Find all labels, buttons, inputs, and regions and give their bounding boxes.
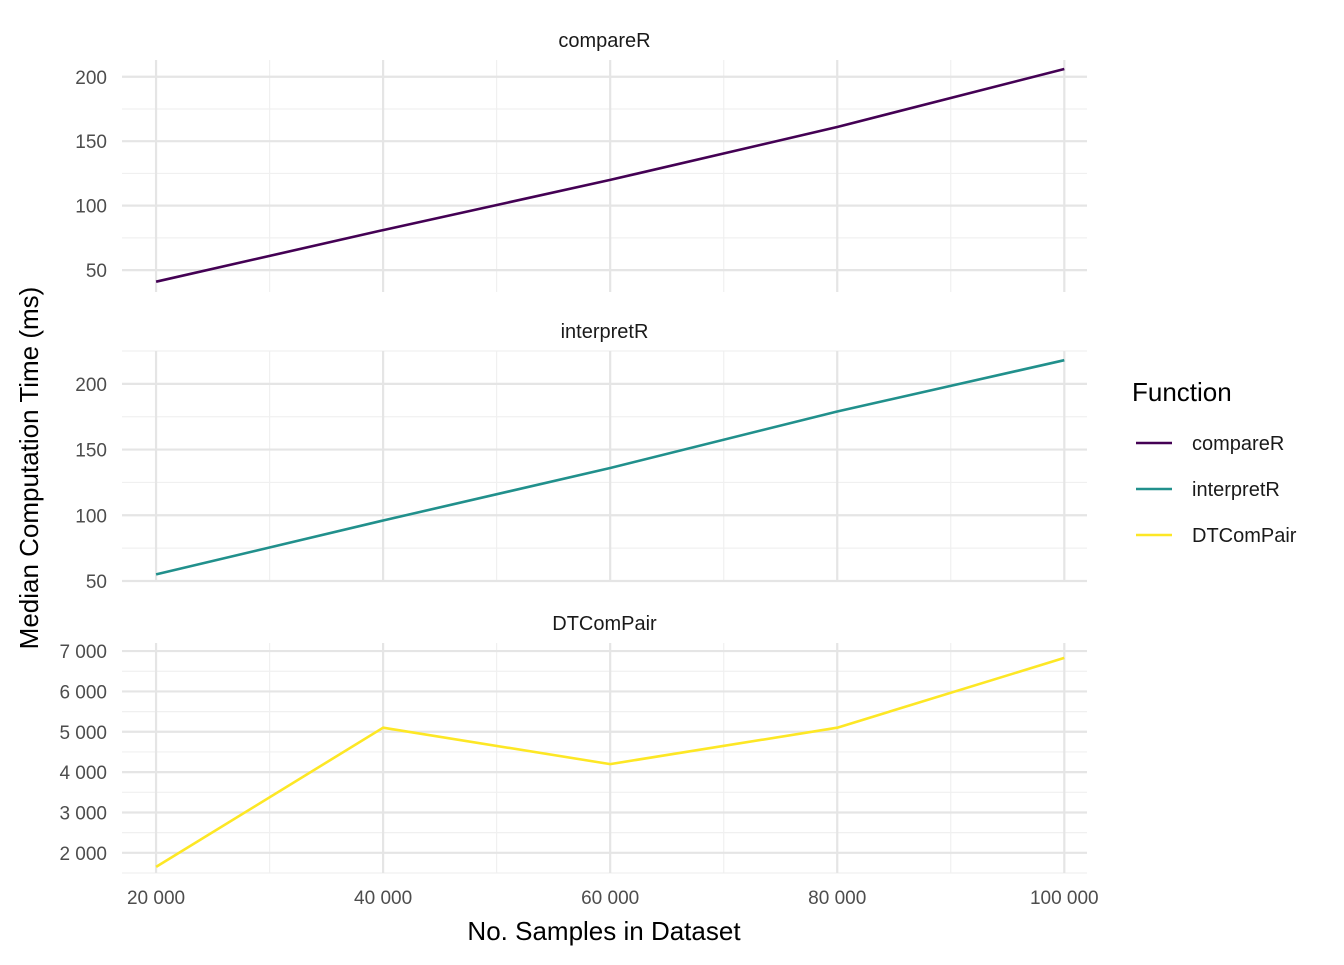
series-line-interpretR bbox=[155, 358, 1065, 576]
facet-title: compareR bbox=[558, 30, 650, 52]
legend-title: Function bbox=[1132, 377, 1232, 407]
legend-label: compareR bbox=[1192, 433, 1284, 455]
y-tick-label: 7 000 bbox=[59, 642, 107, 663]
y-tick-label: 200 bbox=[75, 68, 107, 89]
x-tick-label: 80 000 bbox=[808, 888, 866, 909]
facet-title: interpretR bbox=[561, 321, 649, 343]
legend-entry: interpretR bbox=[1136, 479, 1280, 501]
y-tick-label: 150 bbox=[75, 441, 107, 462]
facet-panel-DTComPair: DTComPair 2 000 3 000 4 000 5 000 6 000 7 000 bbox=[59, 613, 1087, 874]
x-tick-label: 100 000 bbox=[1030, 888, 1099, 909]
x-tick-label: 40 000 bbox=[354, 888, 412, 909]
legend: Function compareR interpretR DTComPair bbox=[1132, 377, 1297, 547]
legend-entries: compareR interpretR DTComPair bbox=[1136, 433, 1297, 547]
y-tick-label: 50 bbox=[86, 572, 107, 593]
y-tick-label: 6 000 bbox=[59, 682, 107, 703]
facet-panel-interpretR: interpretR 50 100 150 200 bbox=[75, 321, 1087, 593]
x-axis: 20 000 40 000 60 000 80 000 100 000 bbox=[127, 888, 1099, 909]
legend-entry: compareR bbox=[1136, 433, 1284, 455]
x-tick-label: 20 000 bbox=[127, 888, 185, 909]
facet-title: DTComPair bbox=[552, 613, 657, 635]
y-tick-label: 100 bbox=[75, 506, 107, 527]
y-tick-label: 200 bbox=[75, 375, 107, 396]
y-tick-label: 4 000 bbox=[59, 763, 107, 784]
facet-panels: compareR 50 100 150 200 interpretR 50 100 150 200… bbox=[59, 30, 1087, 874]
y-tick-label: 150 bbox=[75, 132, 107, 153]
y-tick-label: 2 000 bbox=[59, 844, 107, 865]
x-tick-label: 60 000 bbox=[581, 888, 639, 909]
y-tick-label: 50 bbox=[86, 261, 107, 282]
y-tick-label: 100 bbox=[75, 197, 107, 218]
legend-label: DTComPair bbox=[1192, 525, 1297, 547]
x-axis-title: No. Samples in Dataset bbox=[467, 916, 741, 946]
series-line-compareR bbox=[155, 67, 1065, 283]
legend-label: interpretR bbox=[1192, 479, 1280, 501]
legend-entry: DTComPair bbox=[1136, 525, 1297, 547]
y-tick-label: 5 000 bbox=[59, 723, 107, 744]
y-tick-label: 3 000 bbox=[59, 803, 107, 824]
y-axis-title: Median Computation Time (ms) bbox=[14, 287, 44, 650]
facet-panel-compareR: compareR 50 100 150 200 bbox=[75, 30, 1087, 292]
series-line-DTComPair bbox=[155, 656, 1065, 869]
